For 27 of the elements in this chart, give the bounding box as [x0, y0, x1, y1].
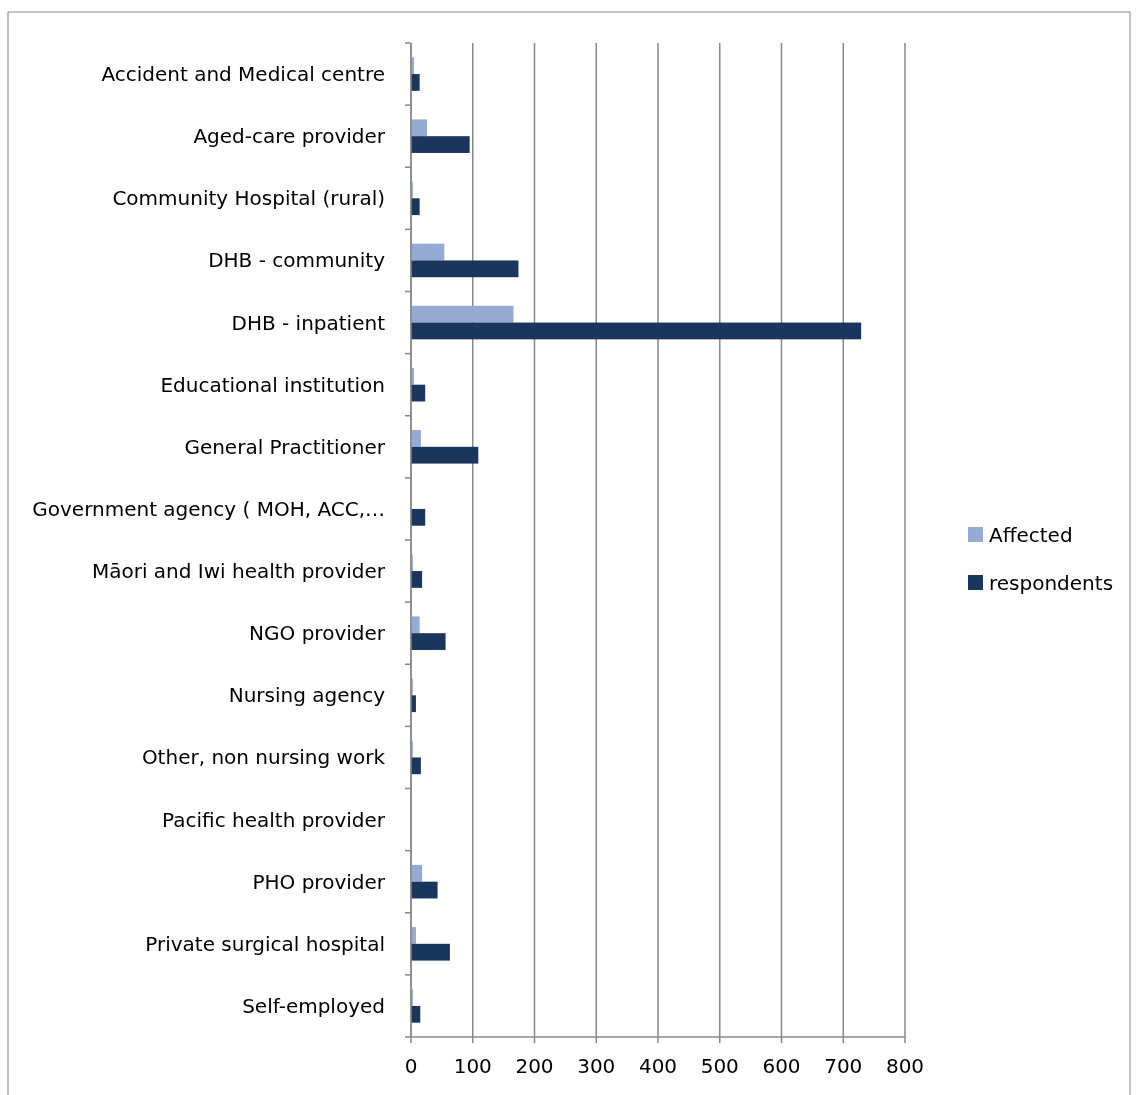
- x-tick-label: 800: [885, 1054, 925, 1078]
- x-tick-label: 100: [453, 1054, 492, 1078]
- legend-label: Affected: [989, 523, 1073, 547]
- legend-label: respondents: [989, 571, 1114, 595]
- y-tick-label: General Practitioner: [184, 434, 386, 459]
- x-tick-label: 700: [824, 1054, 863, 1078]
- y-tick-label: Self-employed: [242, 993, 385, 1018]
- x-tick-label: 600: [762, 1054, 801, 1078]
- x-tick-label: 0: [404, 1054, 418, 1078]
- y-tick-label: Nursing agency: [228, 683, 386, 708]
- y-tick-label: PHO provider: [252, 869, 386, 894]
- x-tick-label: 200: [515, 1054, 554, 1078]
- y-tick-label: Other, non nursing work: [141, 745, 386, 770]
- x-tick-label: 400: [638, 1054, 678, 1078]
- y-tick-label: Accident and Medical centre: [101, 62, 385, 87]
- x-tick-label: 300: [577, 1054, 616, 1078]
- y-tick-label: Private surgical hospital: [145, 931, 385, 956]
- y-tick-label: Government agency ( MOH, ACC,…: [32, 496, 385, 521]
- y-tick-label: Aged-care provider: [193, 124, 386, 149]
- y-tick-label: Māori and Iwi health provider: [91, 559, 386, 584]
- x-tick-label: 500: [700, 1054, 739, 1078]
- y-tick-label: Pacific health provider: [162, 807, 386, 832]
- y-tick-label: DHB - inpatient: [231, 310, 386, 335]
- y-tick-label: Community Hospital (rural): [112, 186, 385, 211]
- y-tick-label: DHB - community: [208, 248, 386, 273]
- y-tick-label: Educational institution: [160, 372, 385, 397]
- y-tick-label: NGO provider: [249, 621, 386, 646]
